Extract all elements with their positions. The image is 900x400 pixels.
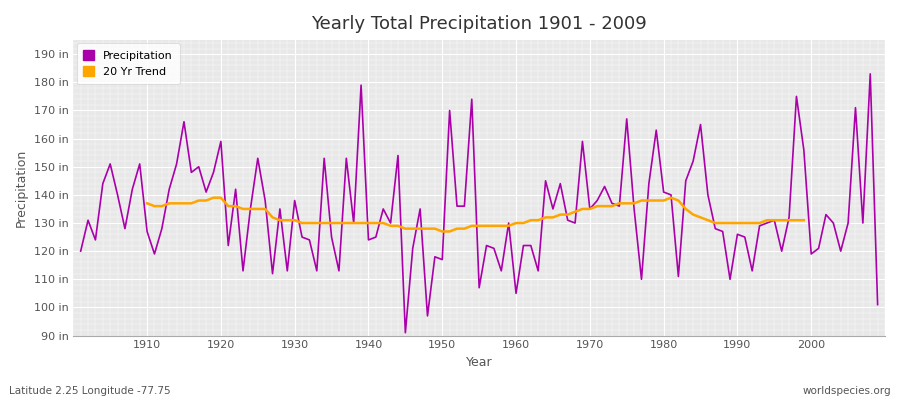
Text: worldspecies.org: worldspecies.org xyxy=(803,386,891,396)
X-axis label: Year: Year xyxy=(466,356,492,369)
Y-axis label: Precipitation: Precipitation xyxy=(15,149,28,227)
Text: Latitude 2.25 Longitude -77.75: Latitude 2.25 Longitude -77.75 xyxy=(9,386,171,396)
Legend: Precipitation, 20 Yr Trend: Precipitation, 20 Yr Trend xyxy=(76,44,180,84)
Title: Yearly Total Precipitation 1901 - 2009: Yearly Total Precipitation 1901 - 2009 xyxy=(311,15,647,33)
